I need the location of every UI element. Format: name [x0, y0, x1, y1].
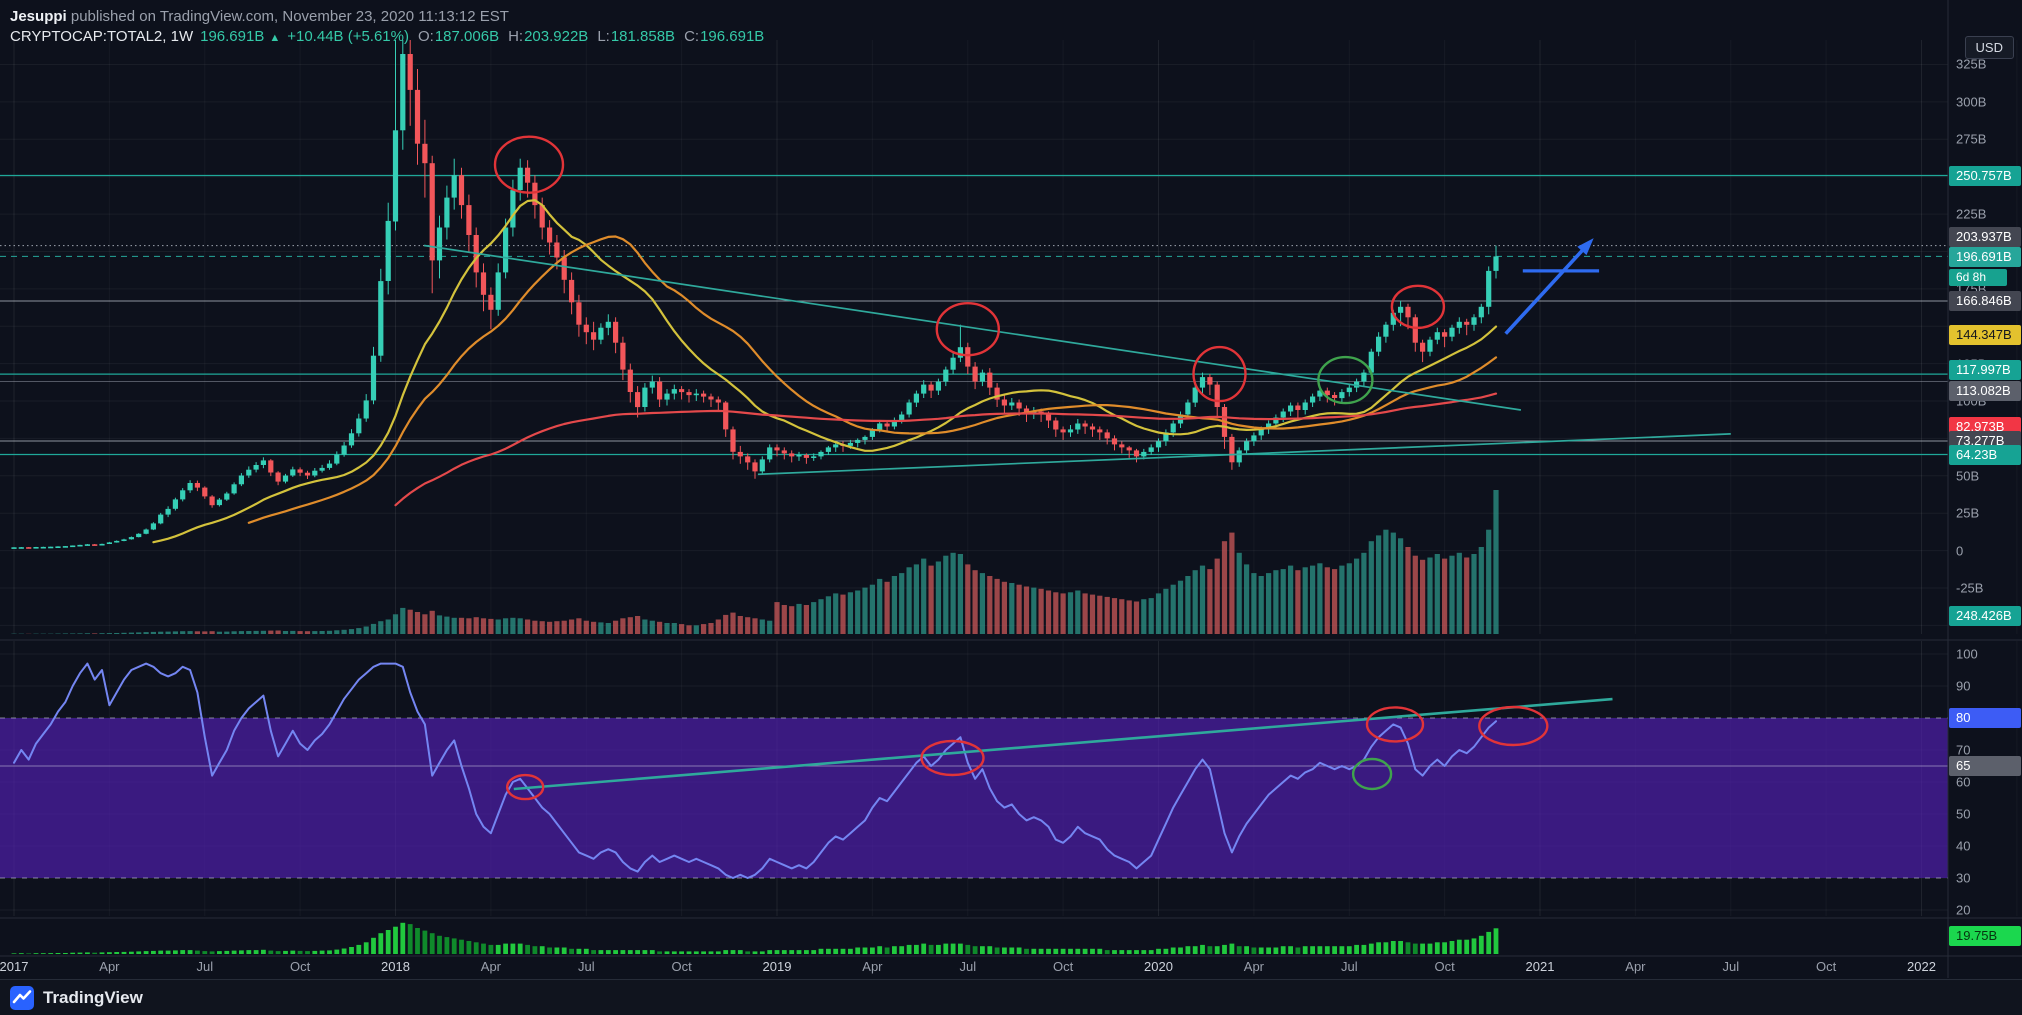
red-circle-annotation [1192, 345, 1247, 403]
blue-arrow-annotation [1504, 241, 1591, 335]
time-label: Oct [1815, 959, 1837, 974]
time-label: Apr [480, 959, 502, 974]
time-label: Apr [99, 959, 120, 974]
symbol-header: CRYPTOCAP:TOTAL2, 1W 196.691B ▲ +10.44B (+5… [10, 26, 764, 49]
level-label: 113.082B [1949, 381, 2021, 401]
low-label: L: [597, 28, 610, 45]
time-label: Jul [1722, 959, 1740, 974]
price-change: +10.44B (+5.61%) [287, 28, 409, 45]
price-tick: 275B [1956, 131, 1987, 147]
rsi-mid-label: 65 [1949, 756, 2021, 776]
price-tick: 50B [1956, 468, 1980, 484]
price-tick: 225B [1956, 206, 1987, 222]
publish-info: published on TradingView.com, November 2… [66, 8, 509, 25]
price-tick: 0 [1956, 543, 1964, 559]
time-label: Oct [671, 959, 692, 974]
footer-bar: TradingView [0, 979, 2022, 1015]
high-value: 203.922B [524, 28, 589, 45]
time-label: 2022 [1907, 959, 1936, 974]
green-circle-annotation [1317, 355, 1374, 405]
price-tick: 40 [1956, 838, 1971, 854]
level-label: 203.937B [1949, 227, 2021, 247]
low-value: 181.858B [610, 28, 676, 45]
time-label: Jul [196, 959, 214, 974]
price-tick: 300B [1956, 94, 1987, 110]
tradingview-logo-icon[interactable] [10, 985, 34, 1010]
rsi-upper-label: 80 [1949, 708, 2021, 728]
price-tick: 20 [1956, 902, 1971, 918]
last-price: 196.691B [200, 28, 265, 45]
time-label: Oct [289, 959, 311, 974]
level-label: 64.23B [1949, 445, 2021, 465]
time-label: Apr [1243, 959, 1265, 974]
time-axis[interactable]: 2017 Apr Jul Oct 2018 Apr Jul Oct 2019 Apr Jul Oct 2… [0, 956, 2022, 978]
red-circle-annotation [1390, 284, 1446, 329]
green-circle-annotation [1351, 757, 1393, 791]
time-label: Jul [959, 959, 977, 974]
price-tick: 60 [1956, 774, 1971, 790]
time-label: 2020 [1144, 959, 1173, 974]
red-circle-annotation [1365, 706, 1425, 743]
time-label: 2019 [762, 959, 792, 974]
hist-label: 19.75B [1949, 926, 2021, 946]
time-label: 2021 [1525, 959, 1555, 974]
open-value: 187.006B [434, 28, 500, 45]
time-label: Jul [1340, 959, 1358, 974]
price-tick: 100 [1956, 646, 1978, 662]
tradingview-wordmark[interactable]: TradingView [43, 987, 143, 1007]
ma-fast-label: 144.347B [1949, 325, 2021, 345]
time-label: Apr [1625, 959, 1646, 974]
level-label: 250.757B [1949, 166, 2021, 186]
countdown-label: 6d 8h [1949, 269, 2007, 286]
price-tick: 30 [1956, 870, 1971, 886]
level-label: 117.997B [1949, 360, 2021, 380]
level-label: 166.846B [1949, 291, 2021, 311]
red-circle-annotation [920, 739, 985, 777]
price-axis[interactable]: 325B300B275B225B175B125B100B50B25B0-25B1… [1948, 0, 2022, 1015]
time-label: Jul [577, 959, 595, 974]
close-label: C: [684, 28, 700, 45]
time-label: 2018 [381, 959, 410, 974]
open-label: O: [418, 28, 434, 45]
volume-label: 248.426B [1949, 606, 2021, 626]
price-tick: 50 [1956, 806, 1971, 822]
symbol-name[interactable]: CRYPTOCAP:TOTAL2, 1W [10, 28, 194, 45]
price-tick: 90 [1956, 678, 1971, 694]
time-label: Oct [1052, 959, 1074, 974]
price-tick: 70 [1956, 742, 1971, 758]
time-label: Apr [862, 959, 883, 974]
red-circle-annotation [935, 302, 1000, 357]
red-circle-annotation [506, 773, 545, 801]
currency-toggle[interactable]: USD [1964, 36, 2014, 59]
current-price-label: 196.691B [1949, 247, 2021, 267]
time-label: 2017 [0, 959, 29, 974]
price-tick: 325B [1956, 56, 1987, 72]
price-tick: 25B [1956, 505, 1980, 521]
price-tick: -25B [1956, 580, 1984, 596]
close-value: 196.691B [700, 28, 765, 45]
time-label: Oct [1434, 959, 1455, 974]
red-circle-annotation [1478, 705, 1549, 747]
high-label: H: [508, 28, 524, 45]
red-circle-annotation [493, 135, 565, 194]
publish-header: Jesuppi published on TradingView.com, No… [10, 6, 509, 27]
up-arrow-icon: ▲ [269, 32, 281, 44]
author-name: Jesuppi [10, 8, 67, 25]
